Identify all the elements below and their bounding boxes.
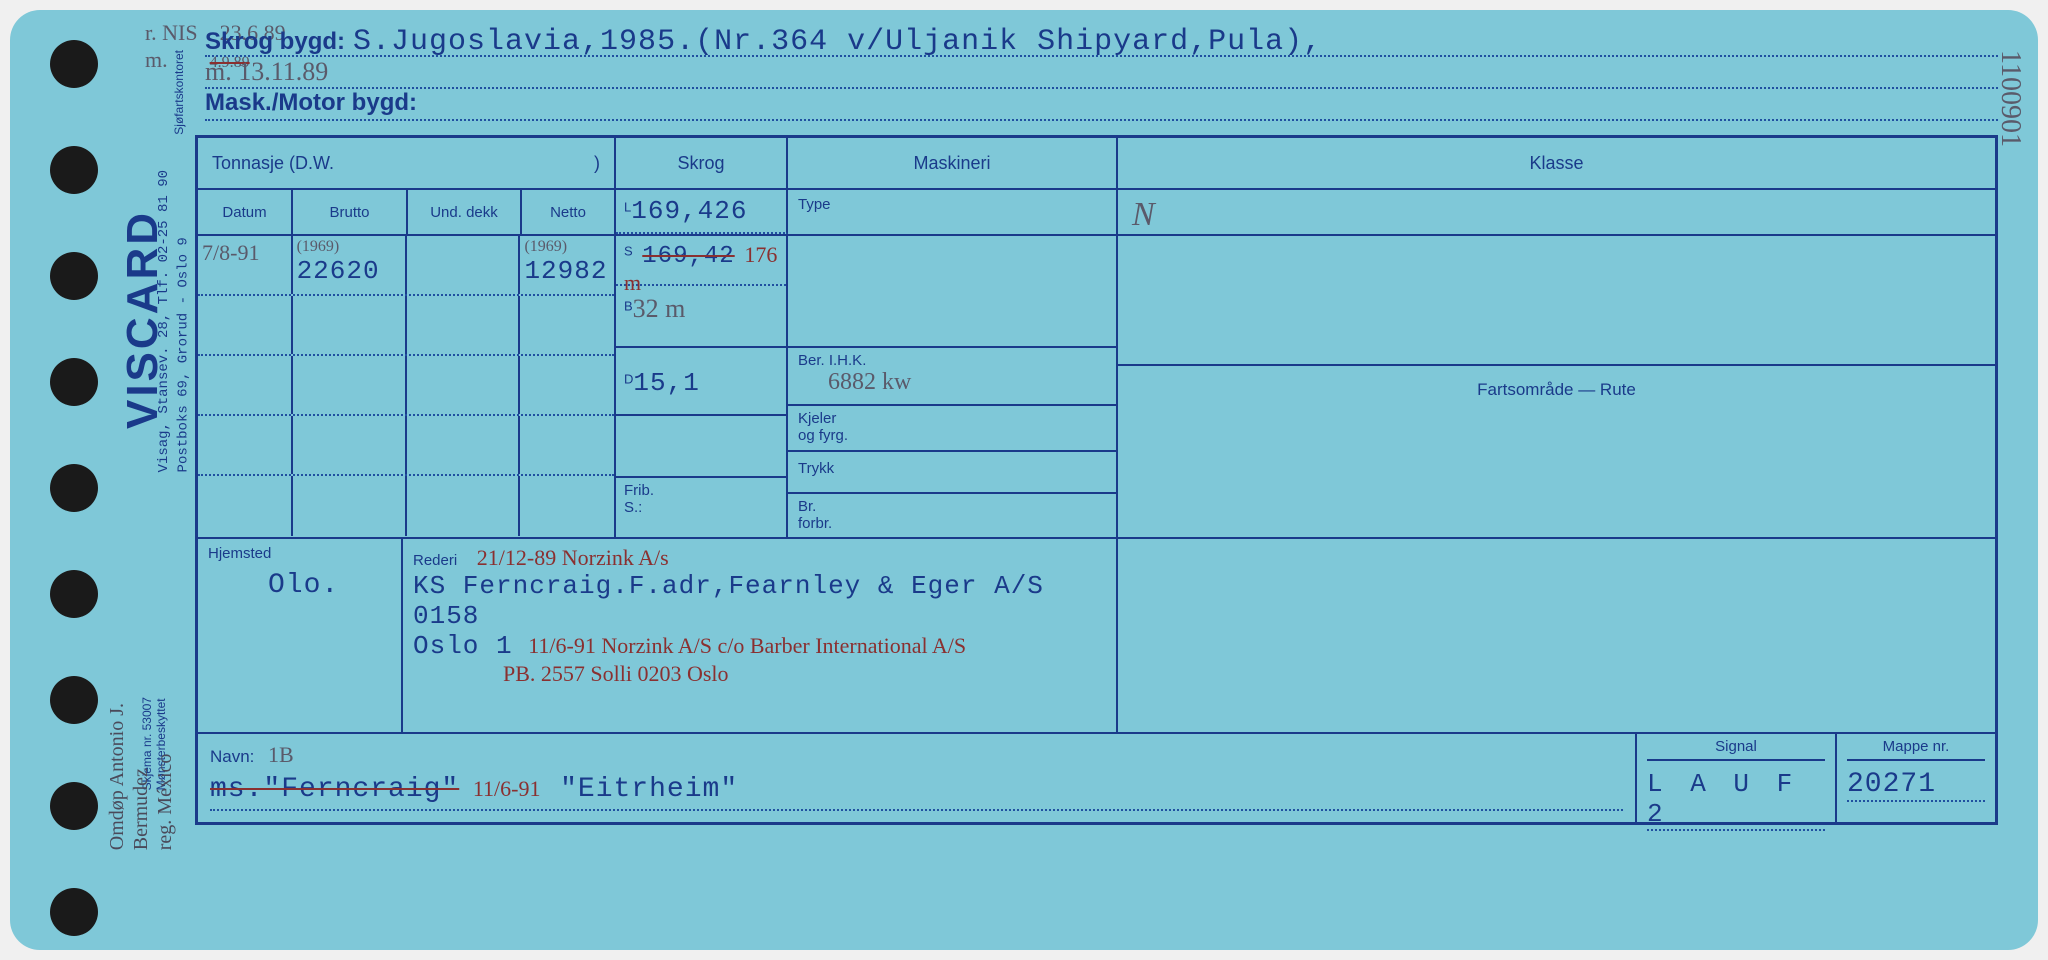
skrog-data: S 169,42 176 m B32 m D15,1 Frib. S.: (616, 236, 788, 537)
hjemsted-section: Hjemsted Olo. Rederi 21/12-89 Norzink A/… (198, 539, 1995, 734)
skrog-D-value: 15,1 (633, 368, 699, 398)
col-maskineri: Maskineri (788, 138, 1118, 188)
tonnage-row-empty (198, 356, 614, 416)
brutto-value: 22620 (297, 256, 401, 286)
left-margin-handnote: Omdøp Antonio J. Bermudez reg. México (105, 703, 177, 850)
skrog-D-cell: D15,1 (616, 348, 786, 416)
sub-header-row: Datum Brutto Und. dekk Netto L169,426 Ty… (198, 190, 1995, 236)
right-margin-number: 1100901 (1994, 50, 2026, 147)
klasse-cell: N (1118, 190, 1995, 234)
skrog-bygd-label: Skrog bygd: (205, 28, 345, 56)
ihk-cell: Ber. I.H.K. 6882 kw (788, 348, 1116, 406)
main-grid: Tonnasje (D.W. ) Skrog Maskineri Klasse … (195, 135, 1998, 825)
maskineri-data: Ber. I.H.K. 6882 kw Kjeler og fyrg. Tryk… (788, 236, 1118, 537)
rederi-line1: KS Ferncraig.F.adr,Fearnley & Eger A/S 0… (413, 571, 1106, 631)
rederi-hw-top: 21/12-89 Norzink A/s (477, 545, 669, 570)
navn-strike: ms."Ferncraig" (210, 774, 459, 805)
skrog-L-cell: L169,426 (616, 190, 788, 234)
rederi-hw2: 11/6-91 Norzink A/S c/o Barber Internati… (528, 633, 966, 658)
hole-icon (50, 358, 98, 406)
card-content: r. NIS 23.6.89 m. 4.9.89 Skrog bygd: S.J… (195, 25, 1998, 930)
tonnage-row-empty (198, 416, 614, 476)
fartsomrade-cell: Fartsområde — Rute (1118, 366, 1995, 414)
type-cell: Type (788, 190, 1118, 234)
viscard-address: Visag, Stansev. 28, Tlf. 02-25 81 90 Pos… (155, 170, 194, 472)
note-r-nis: r. NIS (145, 20, 198, 45)
skrog-S-strike: 169,42 (642, 243, 734, 270)
hole-icon (50, 676, 98, 724)
mappe-cell: Mappe nr. 20271 (1835, 734, 1995, 824)
tonnage-row: 7/8-91 (1969) 22620 (1969) 12982 (198, 236, 614, 296)
tonnage-row-empty (198, 476, 614, 536)
signal-label: Signal (1647, 738, 1825, 761)
col-netto: Netto (522, 190, 616, 234)
col-klasse: Klasse (1118, 138, 1995, 188)
punch-holes (50, 40, 98, 936)
hole-icon (50, 252, 98, 300)
date-line: m. 13.11.89 (205, 57, 1998, 89)
navn-value: "Eitrheim" (560, 774, 738, 805)
hole-icon (50, 888, 98, 936)
navn-date-hw: 11/6-91 (473, 776, 541, 801)
skrog-bygd-line: Skrog bygd: S.Jugoslavia,1985.(Nr.364 v/… (205, 25, 1998, 57)
br-forbr-label: Br. forbr. (788, 494, 1116, 536)
col-skrog: Skrog (616, 138, 788, 188)
navn-label: Navn: (210, 747, 254, 766)
fartsomrade-label: Fartsområde — Rute (1477, 380, 1636, 399)
navn-cell: Navn: 1B ms."Ferncraig" 11/6-91 "Eitrhei… (198, 734, 1635, 824)
hole-icon (50, 464, 98, 512)
klasse-data: Fartsområde — Rute (1118, 236, 1995, 537)
note-m: m. (145, 47, 168, 72)
mappe-value: 20271 (1847, 769, 1985, 802)
note-date2: m. 13.11.89 (205, 57, 328, 87)
hole-icon (50, 782, 98, 830)
tonnage-row-empty (198, 296, 614, 356)
rederi-cell: Rederi 21/12-89 Norzink A/s KS Ferncraig… (403, 539, 1118, 732)
frib-label: Frib. S.: (616, 476, 786, 520)
ihk-value: 6882 kw (828, 369, 1106, 396)
netto-note: (1969) (524, 238, 610, 256)
hjemsted-cell: Hjemsted Olo. (198, 539, 403, 732)
klasse-value: N (1132, 196, 1155, 233)
mappe-label: Mappe nr. (1847, 738, 1985, 761)
skrog-S-cell: S 169,42 176 m (616, 236, 786, 286)
header-row: Tonnasje (D.W. ) Skrog Maskineri Klasse (198, 138, 1995, 190)
mask-bygd-line: Mask./Motor bygd: (205, 89, 1998, 121)
datum-value: 7/8-91 (202, 240, 259, 265)
signal-value: L A U F 2 (1647, 769, 1825, 831)
tonnasje-data: 7/8-91 (1969) 22620 (1969) 12982 (198, 236, 616, 537)
col-tonnasje: Tonnasje (D.W. ) (198, 138, 616, 188)
data-body: 7/8-91 (1969) 22620 (1969) 12982 (198, 236, 1995, 539)
mask-bygd-label: Mask./Motor bygd: (205, 89, 417, 117)
signal-cell: Signal L A U F 2 (1635, 734, 1835, 824)
rederi-right-empty (1118, 539, 1995, 732)
header-area: Skrog bygd: S.Jugoslavia,1985.(Nr.364 v/… (195, 25, 1998, 135)
kjeler-label: Kjeler og fyrg. (788, 406, 1116, 452)
hole-icon (50, 146, 98, 194)
index-card: VISCARD Visag, Stansev. 28, Tlf. 02-25 8… (10, 10, 2038, 950)
brutto-note: (1969) (297, 238, 401, 256)
rederi-hw3: PB. 2557 Solli 0203 Oslo (503, 661, 1106, 687)
skrog-B-value: 32 m (633, 294, 686, 323)
hole-icon (50, 570, 98, 618)
col-brutto: Brutto (293, 190, 408, 234)
trykk-label: Trykk (788, 452, 1116, 494)
col-unddekk: Und. dekk (408, 190, 522, 234)
skrog-B-cell: B32 m (616, 286, 786, 348)
hjemsted-value: Olo. (268, 570, 391, 601)
ihk-label: Ber. I.H.K. (798, 352, 1106, 369)
navn-prefix-hw: 1B (268, 742, 294, 767)
netto-value: 12982 (524, 256, 610, 286)
rederi-label: Rederi (413, 552, 457, 569)
bottom-row: Navn: 1B ms."Ferncraig" 11/6-91 "Eitrhei… (198, 734, 1995, 824)
hole-icon (50, 40, 98, 88)
type-label: Type (798, 196, 831, 213)
hjemsted-label: Hjemsted (208, 545, 391, 562)
skrog-L-value: 169,426 (631, 196, 747, 226)
rederi-line2: Oslo 1 (413, 631, 513, 661)
skrog-bygd-value: S.Jugoslavia,1985.(Nr.364 v/Uljanik Ship… (353, 25, 1322, 59)
col-datum: Datum (198, 190, 293, 234)
